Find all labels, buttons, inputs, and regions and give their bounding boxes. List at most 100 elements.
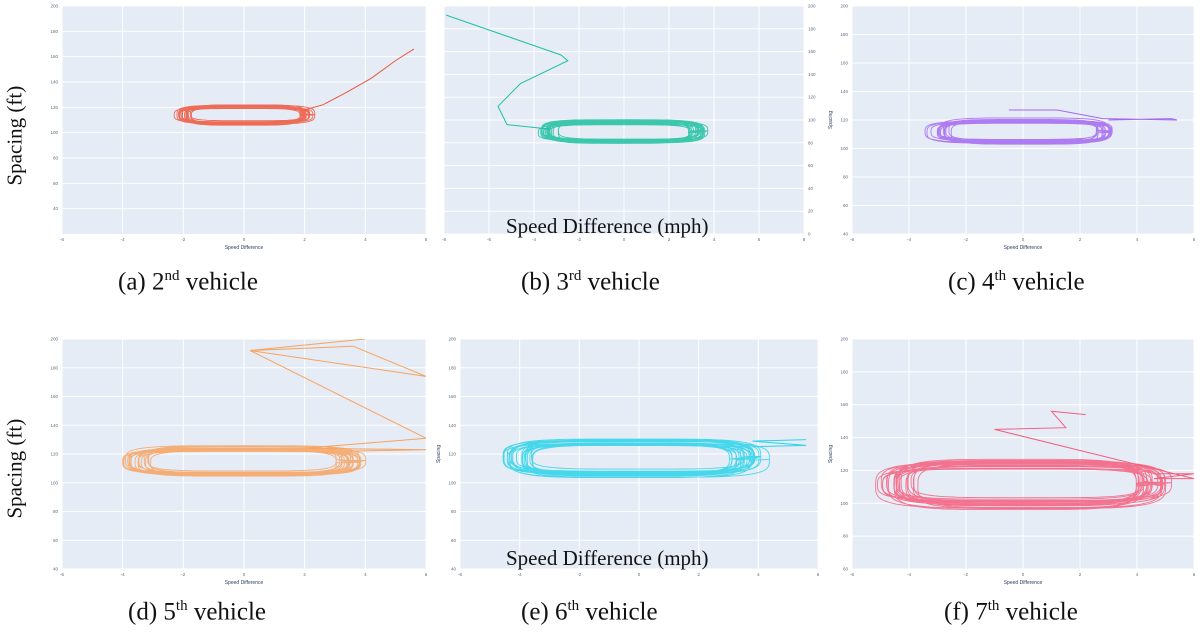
- x-tick-label: 2: [697, 572, 700, 577]
- x-tick-label: 8: [803, 237, 806, 242]
- y-tick-label: 40: [53, 206, 59, 211]
- x-tick-label: -6: [60, 237, 64, 242]
- y-tick-label: 140: [840, 435, 848, 440]
- series-group: [446, 14, 709, 144]
- caption-b: (b) 3rd vehicle: [521, 268, 660, 296]
- trajectory-loops: [875, 458, 1173, 511]
- x-axis-title: Speed Difference: [1004, 245, 1043, 251]
- y-tick-label: 80: [808, 140, 814, 145]
- y-tick-label: 60: [843, 203, 849, 208]
- panel-e: -6 -4 -2 0 2 4 6 40 60 80 100 120 140 160 180 200 Spacin…: [434, 335, 826, 587]
- y-tick-label: 180: [840, 32, 848, 37]
- y-tick-label: 200: [448, 337, 456, 342]
- panel-d: -6 -4 -2 0 2 4 6 40 60 80 100 120 140 160 180 200 Speed …: [36, 335, 434, 587]
- y-tick-label: 80: [53, 156, 59, 161]
- y-tick-label: 100: [50, 480, 58, 485]
- x-tick-label: -6: [487, 237, 491, 242]
- y-tick-label: 180: [840, 369, 848, 374]
- y-axis-title: Spacing: [436, 445, 442, 463]
- x-tick-label: -4: [532, 237, 536, 242]
- y-tick-label: 200: [808, 4, 816, 9]
- row1-y-axis-label: Spacing (ft): [2, 85, 27, 186]
- x-tick-label: -2: [964, 237, 968, 242]
- y-tick-label: 0: [808, 232, 811, 237]
- x-tick-label: 0: [1022, 572, 1025, 577]
- y-tick-label: 100: [808, 118, 816, 123]
- x-tick-label: -4: [518, 572, 522, 577]
- y-tick-label: 120: [50, 105, 58, 110]
- panel-f: -6 -4 -2 0 2 4 6 60 80 100 120 140 160 180 200 Speed Di…: [826, 335, 1202, 587]
- y-tick-label: 160: [808, 49, 816, 54]
- x-tick-label: 2: [1079, 572, 1082, 577]
- y-axis-title: Spacing: [828, 445, 834, 463]
- y-tick-label: 40: [53, 567, 59, 572]
- trajectory-loops: [537, 119, 709, 144]
- y-tick-label: 140: [448, 423, 456, 428]
- series-group: [122, 339, 426, 477]
- x-tick-label: 6: [425, 572, 428, 577]
- y-tick-label: 60: [451, 538, 457, 543]
- y-tick-label: 120: [840, 468, 848, 473]
- x-tick-label: -2: [181, 237, 185, 242]
- y-tick-label: 180: [448, 365, 456, 370]
- x-tick-label: -2: [964, 572, 968, 577]
- y-tick-label: 120: [50, 452, 58, 457]
- x-tick-label: 6: [817, 572, 820, 577]
- trajectory-loops: [173, 104, 316, 126]
- y-tick-label: 180: [808, 26, 816, 31]
- panel-b-x-axis-label: Speed Difference (mph): [506, 214, 709, 238]
- x-tick-label: 4: [1136, 572, 1139, 577]
- series-group: [173, 48, 415, 126]
- y-tick-label: 160: [50, 394, 58, 399]
- chart-a: -6 -4 -2 0 2 4 6 40 60 80 100 120 140 160 180 200 Speed …: [50, 4, 428, 252]
- x-tick-label: -2: [181, 572, 185, 577]
- x-tick-label: 2: [303, 572, 306, 577]
- caption-f: (f) 7th vehicle: [944, 598, 1078, 626]
- x-tick-label: 4: [364, 237, 367, 242]
- x-tick-label: -4: [121, 237, 125, 242]
- y-tick-label: 100: [448, 480, 456, 485]
- y-axis-title: Spacing: [828, 111, 834, 129]
- y-tick-label: 100: [840, 146, 848, 151]
- y-tick-label: 40: [843, 232, 849, 237]
- panel-b: -8 -6 -4 -2 0 2 4 6 8 0 20 40 60 80 100 120 140 160 180 200: [434, 2, 826, 252]
- y-tick-label: 200: [840, 337, 848, 342]
- y-tick-label: 80: [843, 534, 849, 539]
- y-tick-label: 60: [53, 538, 59, 543]
- y-tick-label: 100: [50, 130, 58, 135]
- x-tick-label: 0: [623, 237, 626, 242]
- x-tick-label: -6: [850, 572, 854, 577]
- y-tick-label: 200: [840, 4, 848, 9]
- chart-f: -6 -4 -2 0 2 4 6 60 80 100 120 140 160 180 200 Speed Di…: [828, 337, 1196, 587]
- x-tick-label: 0: [1022, 237, 1025, 242]
- trajectory-tail: [249, 339, 426, 452]
- x-tick-label: -6: [458, 572, 462, 577]
- x-axis-title: Speed Difference: [225, 245, 264, 251]
- x-tick-label: -4: [907, 572, 911, 577]
- y-tick-label: 80: [53, 509, 59, 514]
- y-tick-label: 80: [843, 175, 849, 180]
- y-tick-label: 100: [840, 501, 848, 506]
- panel-e-x-axis-label: Speed Difference (mph): [506, 546, 709, 570]
- trajectory-tail: [752, 439, 807, 448]
- y-tick-label: 180: [50, 365, 58, 370]
- caption-a: (a) 2nd vehicle: [118, 268, 258, 296]
- row2-y-axis-label: Spacing (ft): [2, 418, 27, 519]
- trajectory-tail: [446, 14, 569, 130]
- y-tick-label: 200: [50, 4, 58, 9]
- x-tick-label: 0: [638, 572, 641, 577]
- x-axis-title: Speed Difference: [225, 580, 264, 586]
- x-axis-title: Speed Difference: [1004, 580, 1043, 586]
- y-tick-label: 160: [840, 61, 848, 66]
- y-tick-label: 120: [448, 452, 456, 457]
- x-tick-label: 2: [1079, 237, 1082, 242]
- trajectory-loops: [924, 117, 1113, 145]
- x-tick-label: 4: [713, 237, 716, 242]
- trajectory-loops: [122, 445, 367, 477]
- x-tick-label: -6: [850, 237, 854, 242]
- x-tick-label: 6: [425, 237, 428, 242]
- series-group: [924, 109, 1178, 145]
- y-tick-label: 180: [50, 29, 58, 34]
- trajectory-tail: [1008, 109, 1178, 121]
